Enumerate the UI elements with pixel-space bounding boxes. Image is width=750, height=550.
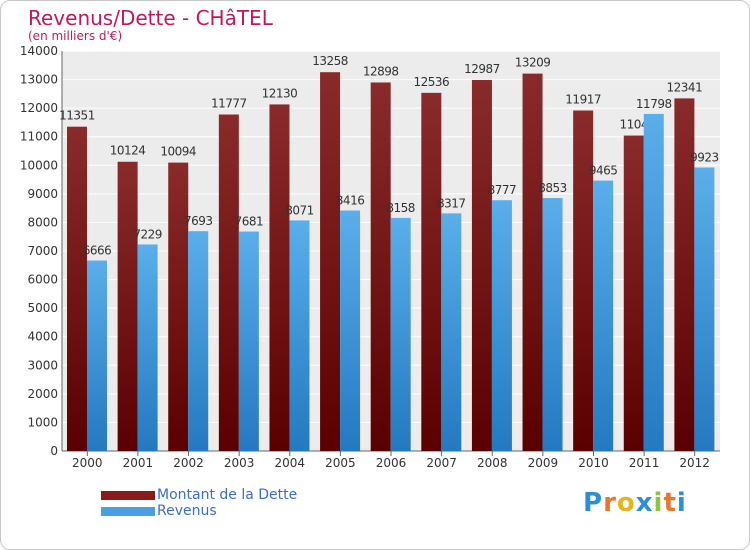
bar-revenus [491, 200, 512, 451]
y-tick-label: 2000 [27, 387, 58, 401]
x-tick-label: 2009 [528, 456, 559, 470]
chart-subtitle: (en milliers d'€) [28, 29, 123, 43]
data-label-dette: 13258 [312, 54, 348, 68]
data-label-revenus: 6666 [83, 244, 112, 258]
data-label-dette: 12987 [464, 62, 500, 76]
bar-dette [117, 161, 138, 451]
data-label-revenus: 9923 [690, 150, 719, 164]
logo-letter: t [663, 488, 677, 518]
bar-revenus [441, 213, 462, 451]
y-tick-label: 14000 [20, 44, 58, 58]
y-tick-label: 12000 [20, 101, 58, 115]
data-label-dette: 12898 [363, 64, 399, 78]
x-tick-label: 2005 [325, 456, 356, 470]
bar-revenus [289, 220, 310, 451]
data-label-revenus: 8416 [336, 194, 365, 208]
bar-revenus [593, 180, 614, 452]
legend-item-revenus: Revenus [101, 503, 297, 519]
y-tick-label: 6000 [27, 273, 58, 287]
logo-letter: o [616, 488, 636, 518]
bar-dette [370, 82, 391, 451]
bar-revenus [87, 260, 107, 451]
bar-dette [320, 72, 341, 451]
x-tick-label: 2007 [426, 456, 457, 470]
y-tick-label: 7000 [27, 244, 58, 258]
data-label-revenus: 8158 [386, 201, 415, 215]
x-tick-label: 2011 [629, 456, 660, 470]
data-label-revenus: 7693 [184, 214, 213, 228]
bar-dette [168, 162, 189, 451]
logo-letter: x [635, 488, 654, 518]
bar-dette [269, 104, 290, 451]
legend-item-dette: Montant de la Dette [101, 487, 297, 503]
bar-dette [471, 79, 492, 451]
y-tick-label: 10000 [20, 158, 58, 172]
y-tick-label: 3000 [27, 358, 58, 372]
data-label-dette: 12130 [262, 86, 298, 100]
bar-revenus [137, 244, 158, 451]
bar-dette [623, 135, 644, 452]
y-tick-label: 4000 [27, 330, 58, 344]
legend-swatch-dette [101, 490, 155, 500]
data-label-revenus: 9465 [589, 164, 618, 178]
logo-letter: r [603, 488, 617, 518]
chart-title: Revenus/Dette - CHâTEL [28, 6, 273, 30]
x-tick-label: 2001 [123, 456, 154, 470]
bar-dette [674, 98, 695, 452]
y-tick-label: 8000 [27, 215, 58, 229]
bar-revenus [643, 113, 664, 452]
data-label-dette: 13209 [515, 56, 551, 70]
data-label-revenus: 8777 [488, 183, 517, 197]
data-label-dette: 10124 [110, 144, 146, 158]
legend-swatch-revenus [101, 506, 155, 516]
data-label-revenus: 11798 [636, 97, 672, 111]
logo-letter: P [583, 488, 604, 518]
bar-dette [421, 92, 442, 451]
data-label-dette: 11777 [211, 97, 247, 111]
legend: Montant de la Dette Revenus [101, 487, 297, 519]
x-tick-label: 2004 [274, 456, 305, 470]
data-label-dette: 12536 [413, 75, 449, 89]
data-label-revenus: 8317 [437, 196, 466, 210]
x-tick-label: 2003 [224, 456, 255, 470]
y-tick-label: 11000 [20, 130, 58, 144]
data-label-dette: 11917 [565, 93, 601, 107]
y-tick-label: 9000 [27, 187, 58, 201]
bar-dette [67, 126, 87, 451]
bar-revenus [238, 231, 259, 451]
legend-label-revenus: Revenus [157, 503, 217, 519]
proxiti-logo: Proxiti [583, 488, 687, 518]
bar-revenus [390, 217, 411, 451]
y-tick-label: 5000 [27, 301, 58, 315]
data-label-dette: 10094 [160, 145, 196, 159]
bar-revenus [694, 167, 715, 451]
x-tick-label: 2000 [72, 456, 103, 470]
data-label-dette: 11351 [59, 109, 95, 123]
data-label-revenus: 8853 [538, 181, 567, 195]
legend-label-dette: Montant de la Dette [157, 487, 298, 503]
bar-dette [573, 110, 594, 451]
x-tick-label: 2006 [376, 456, 407, 470]
y-tick-label: 0 [50, 444, 58, 458]
x-tick-label: 2012 [679, 456, 710, 470]
bar-dette [522, 73, 543, 451]
bar-dette [218, 114, 239, 451]
data-label-revenus: 7681 [235, 215, 264, 229]
bar-revenus [340, 210, 361, 451]
logo-letter: i [676, 488, 687, 518]
bar-revenus [188, 231, 209, 451]
y-tick-label: 13000 [20, 73, 58, 87]
x-tick-label: 2010 [578, 456, 609, 470]
data-label-dette: 1104 [619, 118, 648, 132]
bar-revenus [542, 198, 563, 451]
data-label-revenus: 8071 [285, 203, 314, 217]
x-tick-label: 2002 [173, 456, 204, 470]
data-label-dette: 12341 [667, 80, 703, 94]
y-tick-label: 1000 [27, 415, 58, 429]
logo-letter: i [653, 488, 664, 518]
data-label-revenus: 7229 [133, 227, 162, 241]
x-tick-label: 2008 [477, 456, 508, 470]
